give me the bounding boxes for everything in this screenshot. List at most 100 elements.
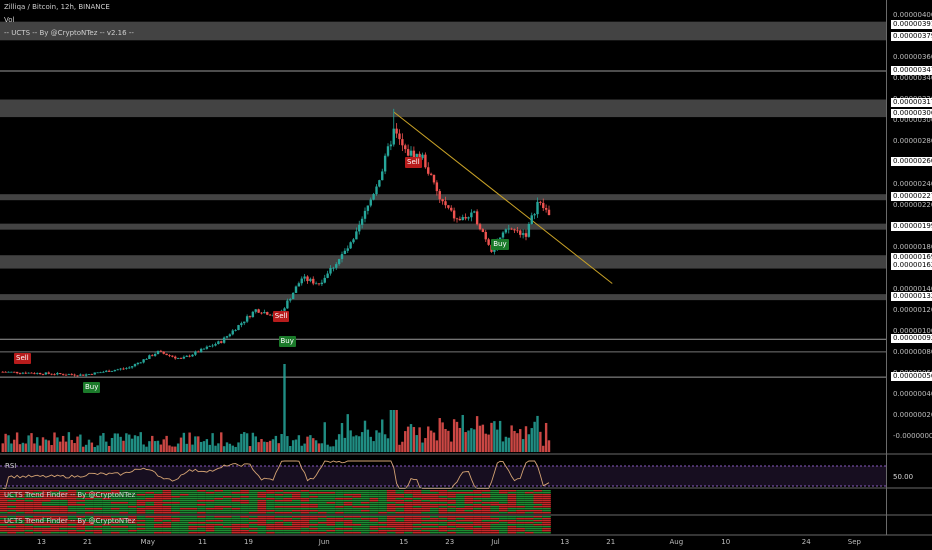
trend-cell	[352, 510, 362, 512]
candle-body	[542, 202, 545, 209]
trend-cell	[309, 522, 318, 524]
trend-cell	[404, 516, 413, 518]
trend-cell	[197, 530, 206, 532]
volume-bar	[87, 439, 91, 452]
trend-cell	[352, 530, 362, 532]
trend-cell	[283, 516, 293, 518]
trend-cell	[292, 510, 301, 512]
trend-cell	[499, 526, 508, 528]
trend-cell	[214, 498, 224, 500]
trend-cell	[145, 526, 155, 528]
trend-cell	[231, 522, 241, 524]
trend-cell	[335, 522, 344, 524]
trend-cell	[16, 520, 25, 522]
trend-cell	[119, 528, 129, 530]
trend-cell	[317, 526, 327, 528]
candle-body	[383, 155, 387, 172]
candle-body	[268, 314, 272, 316]
trend-cell	[326, 502, 336, 504]
volume-bar	[395, 410, 398, 452]
trend-cell	[257, 522, 267, 524]
volume-bar	[300, 445, 303, 452]
volume-bar	[378, 432, 381, 452]
trend-cell	[188, 520, 198, 522]
candle-body	[501, 232, 505, 238]
trend-cell	[24, 500, 34, 502]
trend-cell	[231, 502, 241, 504]
volume-bar	[105, 441, 108, 452]
candle-body	[234, 330, 237, 331]
trend-cell	[223, 508, 232, 510]
trend-cell	[266, 532, 275, 534]
trend-cell	[430, 496, 439, 498]
candle-body	[464, 217, 467, 219]
volume-bar	[418, 427, 421, 452]
candle-body	[211, 345, 214, 347]
trend-cell	[136, 504, 146, 506]
trend-cell	[67, 528, 77, 530]
trend-cell	[300, 490, 310, 492]
candle-body	[358, 224, 361, 232]
volume-bar	[519, 429, 522, 452]
trend-cell	[93, 524, 103, 526]
trend-cell	[292, 500, 301, 502]
trend-cell	[378, 494, 387, 496]
trend-cell	[507, 520, 517, 522]
trend-cell	[266, 512, 275, 514]
candle-body	[487, 239, 490, 245]
trend-cell	[378, 510, 387, 512]
trend-cell	[102, 522, 111, 524]
trend-cell	[145, 508, 155, 510]
trend-cell	[274, 516, 284, 518]
trend-cell	[490, 512, 500, 514]
candle-body	[231, 330, 234, 335]
trend-cell	[412, 528, 422, 530]
trend-cell	[136, 490, 146, 492]
candlestick-series	[1, 108, 551, 377]
trend-cell	[24, 522, 34, 524]
trend-cell	[524, 504, 534, 506]
trend-cell	[455, 494, 465, 496]
trend-cell	[231, 492, 241, 494]
trend-cell	[67, 504, 77, 506]
trend-cell	[171, 508, 180, 510]
volume-bar	[148, 441, 151, 452]
trend-cell	[283, 492, 293, 494]
trend-cell	[464, 496, 474, 498]
trend-cell	[41, 500, 51, 502]
trend-cell	[499, 512, 508, 514]
trend-cell	[378, 500, 387, 502]
trend-cell	[76, 506, 86, 508]
trend-cell	[309, 528, 318, 530]
trend-cell	[59, 518, 68, 520]
candle-body	[99, 372, 102, 374]
trend-cell	[76, 500, 86, 502]
trend-cell	[412, 532, 422, 534]
volume-bar	[326, 444, 329, 452]
trend-cell	[50, 494, 60, 496]
trend-cell	[33, 518, 42, 520]
trend-cell	[50, 492, 60, 494]
trend-cell	[369, 516, 379, 518]
trend-cell	[162, 496, 172, 498]
trend-cell	[205, 530, 215, 532]
trend-cell	[179, 524, 189, 526]
volume-bar	[435, 440, 439, 452]
trend-cell	[24, 528, 34, 530]
trend-cell	[154, 490, 163, 492]
candle-body	[47, 372, 50, 374]
volume-bar	[297, 435, 301, 452]
trend-cell	[481, 496, 491, 498]
trend-cell	[24, 530, 34, 532]
time-tick-8: Jul	[491, 538, 500, 546]
candle-body	[427, 167, 430, 174]
trend-cell	[110, 498, 120, 500]
trend-cell	[274, 522, 284, 524]
candle-body	[59, 373, 62, 374]
volume-bar	[320, 443, 324, 452]
trend-cell	[223, 526, 232, 528]
trend-cell	[464, 498, 474, 500]
trend-cell	[119, 498, 129, 500]
volume-bar	[366, 429, 370, 452]
